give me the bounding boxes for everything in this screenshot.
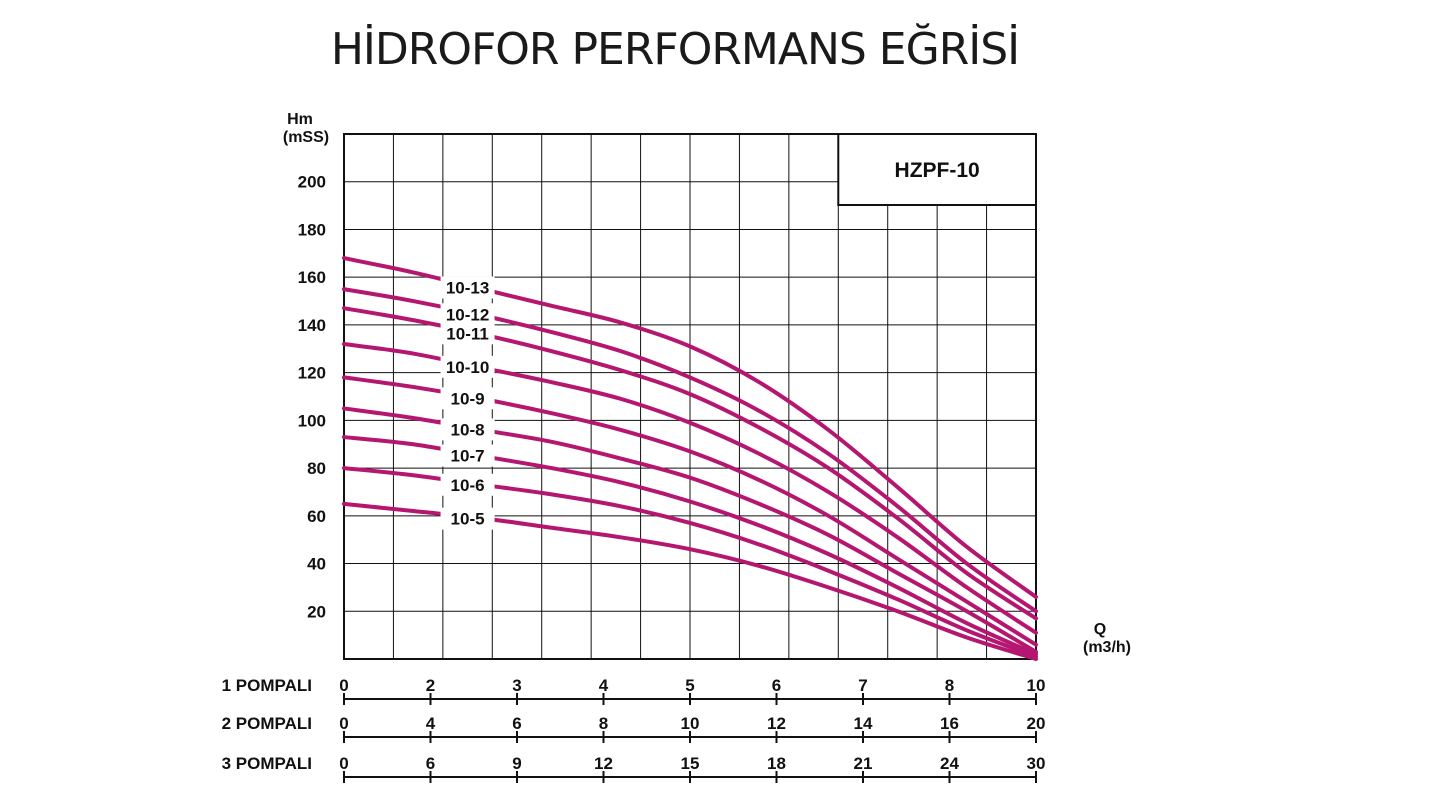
series-label: 10-13 bbox=[446, 279, 489, 298]
series-label-bg bbox=[440, 387, 495, 410]
series-label: 10-7 bbox=[451, 447, 485, 466]
axis-row-tick-label: 4 bbox=[599, 676, 609, 695]
axis-row-tick-label: 7 bbox=[858, 676, 867, 695]
series-label: 10-6 bbox=[451, 476, 485, 495]
axis-row-tick-label: 4 bbox=[426, 714, 436, 733]
series-label-bg bbox=[440, 276, 495, 299]
axis-row-tick-label: 12 bbox=[767, 714, 786, 733]
y-tick-label: 180 bbox=[298, 220, 326, 239]
y-tick-label: 60 bbox=[307, 507, 326, 526]
axis-row-tick-label: 20 bbox=[1027, 714, 1046, 733]
x-axis-label: Q bbox=[1094, 621, 1106, 638]
axis-row-tick-label: 0 bbox=[339, 676, 348, 695]
axis-row-tick-label: 18 bbox=[767, 754, 786, 773]
plot-frame bbox=[343, 133, 1037, 660]
y-tick-label: 80 bbox=[307, 459, 326, 478]
series-label-bg bbox=[440, 322, 495, 345]
axis-row-label: 2 POMPALI bbox=[222, 714, 312, 733]
axis-row-label: 1 POMPALI bbox=[222, 676, 312, 695]
y-tick-label: 140 bbox=[298, 316, 326, 335]
series-label-bg bbox=[440, 473, 495, 496]
series-label-bg bbox=[440, 303, 495, 326]
series-label: 10-5 bbox=[451, 510, 485, 529]
axis-row-label: 3 POMPALI bbox=[222, 754, 312, 773]
page-title: HİDROFOR PERFORMANS EĞRİSİ bbox=[330, 24, 1020, 75]
axis-row-tick-label: 12 bbox=[594, 754, 613, 773]
y-tick-label: 100 bbox=[298, 411, 326, 430]
y-tick-label: 120 bbox=[298, 364, 326, 383]
y-tick-label: 160 bbox=[298, 268, 326, 287]
series-label: 10-12 bbox=[446, 305, 489, 324]
axis-row-tick-label: 9 bbox=[512, 754, 521, 773]
series-label-bg bbox=[440, 418, 495, 441]
axis-row-tick-label: 16 bbox=[940, 714, 959, 733]
axis-row-tick-label: 14 bbox=[854, 714, 873, 733]
axis-row-tick-label: 10 bbox=[681, 714, 700, 733]
axis-row-tick-label: 5 bbox=[685, 676, 694, 695]
axis-row-tick-label: 10 bbox=[1027, 676, 1046, 695]
y-tick-label: 20 bbox=[307, 602, 326, 621]
series-label: 10-9 bbox=[451, 389, 485, 408]
x-axis-unit: (m3/h) bbox=[1083, 639, 1131, 656]
y-tick-label: 200 bbox=[298, 173, 326, 192]
axis-row-tick-label: 6 bbox=[512, 714, 521, 733]
axis-row-tick-label: 0 bbox=[339, 754, 348, 773]
series-label: 10-11 bbox=[446, 324, 489, 343]
axis-row-tick-label: 6 bbox=[772, 676, 781, 695]
model-label: HZPF-10 bbox=[895, 159, 980, 182]
axis-row-tick-label: 8 bbox=[599, 714, 608, 733]
series-label-bg bbox=[440, 355, 495, 378]
axis-row-tick-label: 15 bbox=[681, 754, 700, 773]
y-axis-unit: (mSS) bbox=[283, 129, 329, 146]
axis-row-tick-label: 2 bbox=[426, 676, 435, 695]
axis-row-tick-label: 0 bbox=[339, 714, 348, 733]
axis-row-tick-label: 24 bbox=[940, 754, 959, 773]
series-label: 10-8 bbox=[451, 420, 485, 439]
series-label-bg bbox=[440, 444, 495, 467]
y-axis-label: Hm bbox=[287, 111, 313, 128]
axis-row-tick-label: 3 bbox=[512, 676, 521, 695]
y-tick-label: 40 bbox=[307, 555, 326, 574]
axis-row-tick-label: 6 bbox=[426, 754, 435, 773]
model-box bbox=[837, 133, 1037, 206]
series-label-bg bbox=[440, 507, 495, 530]
axis-row-tick-label: 21 bbox=[854, 754, 873, 773]
series-label: 10-10 bbox=[446, 358, 489, 377]
axis-row-tick-label: 30 bbox=[1027, 754, 1046, 773]
axis-row-tick-label: 8 bbox=[945, 676, 954, 695]
